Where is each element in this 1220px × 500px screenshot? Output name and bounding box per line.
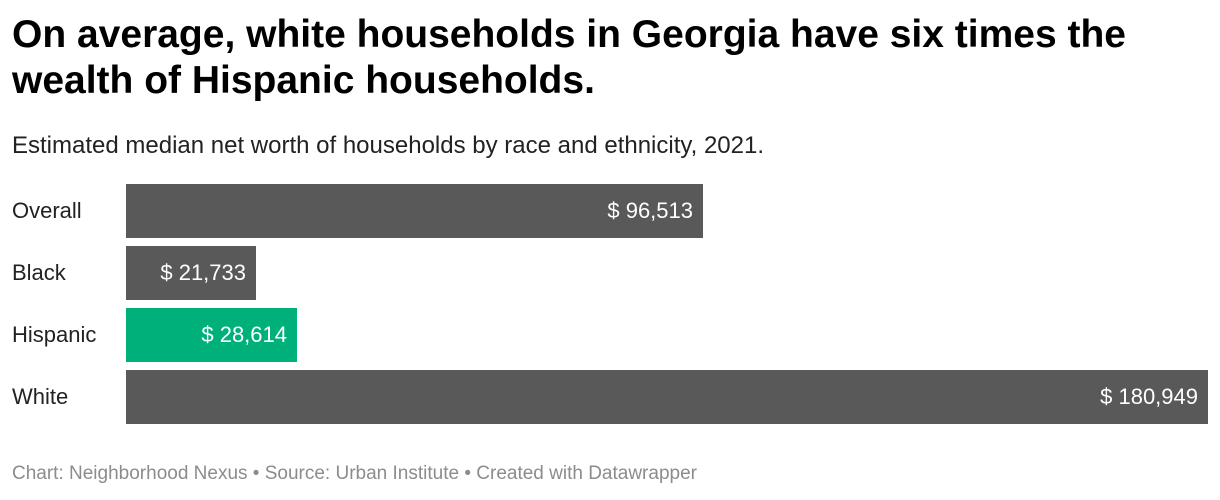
chart-footer: Chart: Neighborhood Nexus • Source: Urba… bbox=[12, 463, 697, 484]
bar-label-hispanic: Hispanic bbox=[12, 322, 97, 347]
bar-label-overall: Overall bbox=[12, 198, 82, 223]
bar-label-black: Black bbox=[12, 260, 66, 285]
bar-label-white: White bbox=[12, 384, 69, 409]
bar-value-overall: $ 96,513 bbox=[607, 198, 693, 223]
chart-subtitle: Estimated median net worth of households… bbox=[12, 132, 765, 159]
bar-value-black: $ 21,733 bbox=[160, 260, 246, 285]
bar-value-hispanic: $ 28,614 bbox=[201, 322, 287, 347]
bar-overall: $ 96,513 bbox=[126, 184, 703, 238]
chart-title: On average, white households in Georgia … bbox=[12, 13, 1126, 102]
bar-white: $ 180,949 bbox=[126, 370, 1208, 424]
bar-hispanic: $ 28,614 bbox=[126, 308, 297, 362]
bar-black: $ 21,733 bbox=[126, 246, 256, 300]
bar-value-white: $ 180,949 bbox=[1100, 384, 1198, 409]
